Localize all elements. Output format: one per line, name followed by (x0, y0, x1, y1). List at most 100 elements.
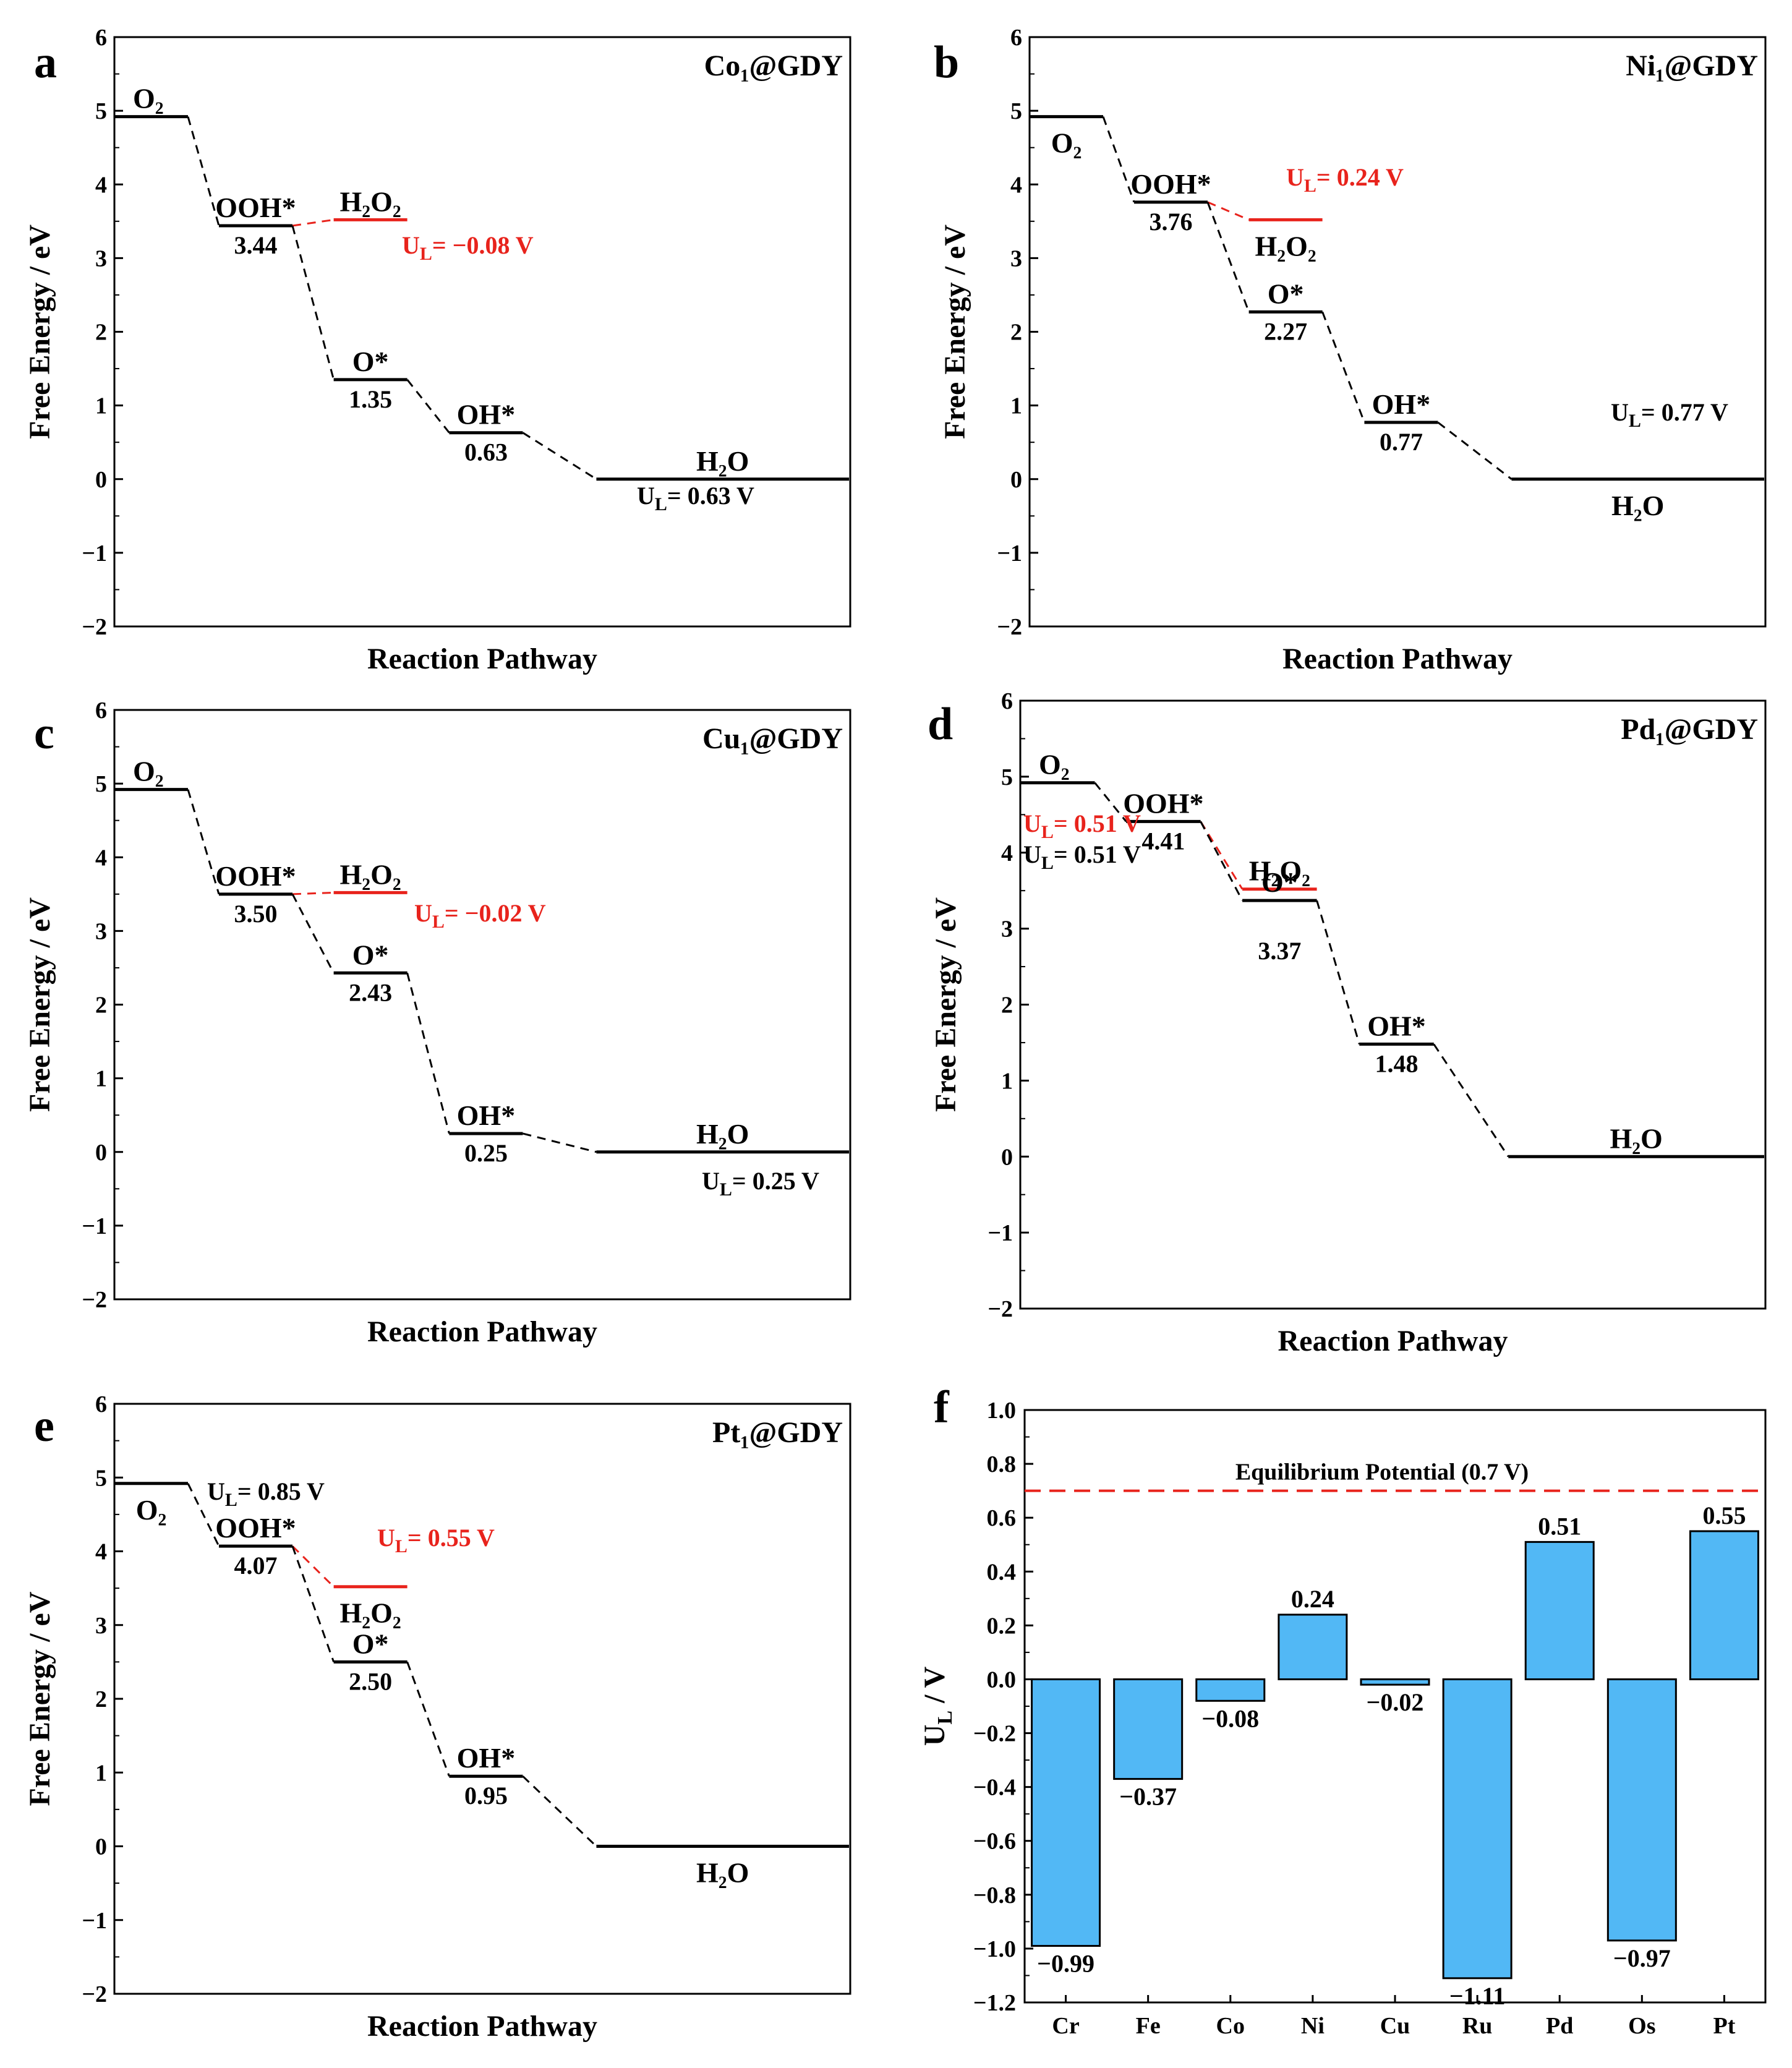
bar-Os (1606, 1678, 1677, 1942)
y-tick-label: 4 (1010, 172, 1022, 198)
species-label: H₂O₂ (340, 1597, 401, 1629)
y-tick-label: 5 (1010, 98, 1022, 124)
bar-Pd (1524, 1540, 1595, 1680)
energy-value: 3.44 (234, 231, 277, 259)
pathway-connector (291, 894, 335, 973)
y-tick-label: −2 (82, 1287, 107, 1313)
pathway-connector (291, 225, 335, 380)
species-label: H₂O₂ (1255, 230, 1316, 262)
y-tick-label: −2 (988, 1296, 1013, 1322)
bar-value-label: −0.02 (1367, 1688, 1424, 1716)
x-tick-label: Pt (1713, 2013, 1736, 2039)
x-axis-title: Reaction Pathway (367, 1315, 597, 1348)
energy-value: 0.25 (464, 1139, 508, 1167)
species-label: OH* (1367, 1010, 1426, 1041)
species-label: O* (1261, 866, 1298, 898)
y-tick-label: 4 (95, 845, 107, 871)
y-tick-label: 6 (1010, 25, 1022, 51)
y-tick-label: 6 (1001, 688, 1013, 714)
pathway-connector (522, 432, 597, 481)
pathway-connector (187, 789, 220, 895)
x-tick-label: Cu (1380, 2013, 1410, 2039)
pathway-connector (292, 218, 334, 227)
plot-frame (1028, 36, 1767, 628)
y-tick-label: 2 (1010, 320, 1022, 346)
bar-value-label: −0.08 (1201, 1704, 1259, 1732)
x-axis-title: Reaction Pathway (1278, 1325, 1508, 1357)
energy-value: 4.41 (1141, 827, 1185, 855)
y-tick-label: −2 (82, 1981, 107, 2007)
species-label: H₂O (696, 445, 749, 477)
pathway-connector (1200, 821, 1244, 890)
bar-value-label: −0.99 (1037, 1950, 1094, 1978)
y-tick-label: 4 (95, 1539, 107, 1565)
energy-value: 1.35 (349, 385, 392, 413)
y-tick-label: 2 (95, 1686, 107, 1712)
pathway-connector (1094, 782, 1127, 822)
energy-value: 0.63 (464, 438, 508, 466)
y-tick-label: 5 (1001, 764, 1013, 790)
y-tick-label: 0 (95, 1834, 107, 1860)
energy-value: 2.43 (349, 978, 392, 1006)
y-tick-label: −1 (988, 1220, 1013, 1246)
species-label: O* (1268, 278, 1304, 309)
y-tick-label: −2 (82, 614, 107, 640)
y-tick-label: 1 (95, 1066, 107, 1092)
catalyst-title: Ni₁@GDY (1626, 49, 1758, 82)
y-tick-label: 3 (95, 1613, 107, 1639)
x-tick-label: Ru (1462, 2013, 1493, 2039)
y-tick-label: 3 (95, 246, 107, 271)
x-axis-title: Reaction Pathway (1282, 643, 1513, 675)
y-tick-label: 0.6 (987, 1505, 1017, 1531)
species-label: O₂ (133, 83, 164, 114)
limiting-potential-label: UL= 0.77 V (1611, 398, 1728, 431)
y-tick-label: −1.2 (973, 1990, 1016, 2016)
species-label: O₂ (133, 756, 164, 787)
catalyst-title: Pd₁@GDY (1621, 713, 1758, 746)
y-tick-label: 3 (1010, 246, 1022, 271)
catalyst-title: Cu₁@GDY (702, 722, 843, 755)
y-axis-title: UL / V (918, 1666, 957, 1746)
species-label: OH* (457, 1100, 516, 1131)
pathway-connector (187, 116, 220, 226)
energy-value: 3.76 (1149, 208, 1192, 236)
y-tick-label: 1 (1010, 393, 1022, 419)
species-label: O₂ (136, 1494, 167, 1526)
panel-letter: e (34, 1401, 54, 1451)
y-tick-label: 6 (95, 25, 107, 51)
bar-value-label: 0.51 (1538, 1512, 1581, 1540)
y-tick-label: 5 (95, 1465, 107, 1491)
species-label: OOH* (215, 1512, 296, 1544)
pathway-connector (292, 891, 334, 895)
y-tick-label: 0 (95, 467, 107, 493)
y-tick-label: 2 (95, 993, 107, 1019)
y-tick-label: 0.2 (987, 1613, 1017, 1639)
limiting-potential-label: UL= 0.55 V (377, 1524, 495, 1557)
x-tick-label: Os (1628, 2013, 1655, 2039)
panel-letter: b (934, 37, 959, 88)
pathway-connector (187, 1483, 220, 1547)
y-tick-label: 5 (95, 771, 107, 797)
y-tick-label: 4 (95, 172, 107, 198)
y-tick-label: 1 (95, 393, 107, 419)
species-label: H₂O (696, 1857, 749, 1889)
bar-value-label: 0.24 (1291, 1585, 1334, 1613)
limiting-potential-label: UL= 0.24 V (1286, 163, 1404, 196)
y-tick-label: −1.0 (973, 1936, 1016, 1962)
y-tick-label: −1 (82, 540, 107, 566)
limiting-potential-label: UL= 0.51 V (1023, 840, 1141, 873)
y-tick-label: 0.4 (987, 1559, 1017, 1585)
y-tick-label: −1 (82, 1213, 107, 1239)
pathway-connector (1433, 1043, 1509, 1158)
energy-value: 1.48 (1375, 1049, 1419, 1077)
pathway-connector (1207, 201, 1250, 221)
y-axis-title: Free Energy / eV (23, 897, 56, 1112)
pathway-connector (522, 1775, 597, 1847)
x-tick-label: Cr (1052, 2013, 1079, 2039)
bar-value-label: −0.37 (1119, 1783, 1177, 1811)
catalyst-title: Co₁@GDY (704, 49, 843, 82)
species-label: O* (352, 346, 389, 377)
species-label: H₂O (1610, 1122, 1662, 1154)
species-label: H₂O₂ (340, 858, 401, 890)
species-label: OH* (457, 399, 516, 430)
